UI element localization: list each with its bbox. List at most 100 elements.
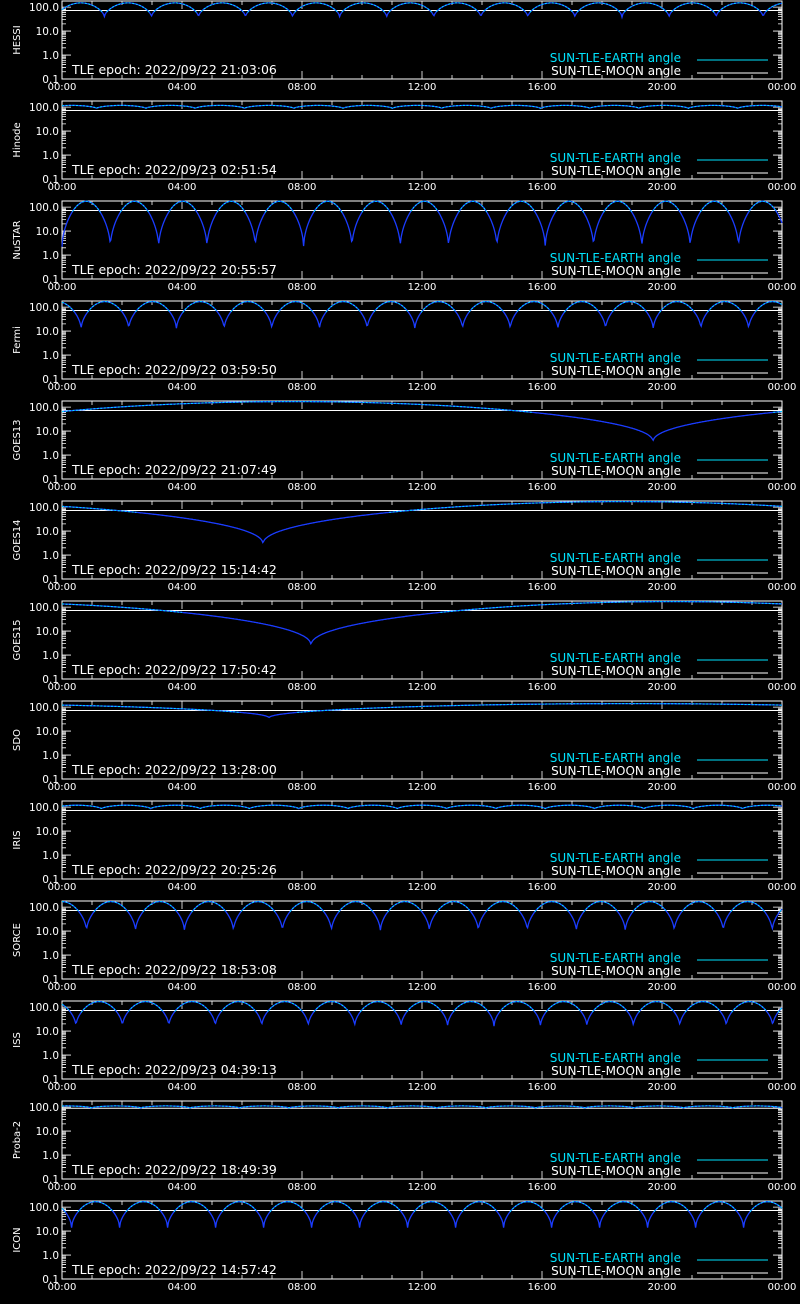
- epoch-label: TLE epoch: 2022/09/22 20:25:26: [71, 862, 277, 877]
- x-tick-label: 16:00: [528, 882, 557, 893]
- x-tick-label: 00:00: [48, 482, 77, 493]
- satellite-label: GOES14: [12, 519, 23, 560]
- legend-earth-label: SUN-TLE-EARTH angle: [550, 1151, 681, 1165]
- y-tick-label: 0.1: [42, 174, 59, 186]
- x-tick-label: 20:00: [648, 682, 677, 693]
- earth-angle-highlight: [71, 200, 777, 213]
- x-tick-label: 00:00: [48, 1282, 77, 1293]
- x-tick-label: 04:00: [168, 382, 197, 393]
- x-tick-label: 04:00: [168, 182, 197, 193]
- x-tick-label: 00:00: [768, 82, 797, 93]
- y-tick-label: 1.0: [42, 1250, 59, 1262]
- y-tick-label: 0.1: [42, 774, 59, 786]
- x-tick-label: 08:00: [288, 782, 317, 793]
- legend-moon-label: SUN-TLE-MOON angle: [551, 1064, 681, 1078]
- y-tick-label: 1.0: [42, 1150, 59, 1162]
- y-tick-label: 10.0: [36, 326, 59, 338]
- x-tick-label: 08:00: [288, 882, 317, 893]
- y-tick-label: 100.0: [29, 402, 59, 414]
- legend-moon-label: SUN-TLE-MOON angle: [551, 664, 681, 678]
- x-tick-label: 04:00: [168, 882, 197, 893]
- y-tick-label: 0.1: [42, 374, 59, 386]
- y-tick-label: 100.0: [29, 302, 59, 314]
- x-tick-label: 04:00: [168, 482, 197, 493]
- y-tick-label: 100.0: [29, 202, 59, 214]
- y-tick-label: 0.1: [42, 274, 59, 286]
- epoch-label: TLE epoch: 2022/09/22 18:53:08: [71, 962, 277, 977]
- x-tick-label: 00:00: [768, 582, 797, 593]
- x-tick-label: 20:00: [648, 882, 677, 893]
- x-tick-label: 20:00: [648, 982, 677, 993]
- legend-earth-label: SUN-TLE-EARTH angle: [550, 851, 681, 865]
- x-tick-label: 16:00: [528, 982, 557, 993]
- y-tick-label: 10.0: [36, 626, 59, 638]
- y-tick-marks: [62, 1106, 782, 1180]
- earth-angle-highlight: [62, 901, 783, 913]
- legend-moon-label: SUN-TLE-MOON angle: [551, 64, 681, 78]
- x-tick-label: 12:00: [408, 482, 437, 493]
- x-tick-label: 04:00: [168, 982, 197, 993]
- x-tick-label: 08:00: [288, 682, 317, 693]
- satellite-label: NuSTAR: [12, 220, 23, 259]
- y-tick-label: 1.0: [42, 350, 59, 362]
- x-tick-label: 00:00: [768, 782, 797, 793]
- epoch-label: TLE epoch: 2022/09/23 02:51:54: [71, 162, 277, 177]
- x-tick-label: 00:00: [768, 482, 797, 493]
- satellite-label: Proba-2: [12, 1121, 23, 1159]
- x-tick-label: 12:00: [408, 1182, 437, 1193]
- y-tick-label: 1.0: [42, 950, 59, 962]
- y-tick-label: 10.0: [36, 826, 59, 838]
- x-tick-label: 16:00: [528, 282, 557, 293]
- satellite-label: Fermi: [12, 326, 23, 354]
- earth-angle-highlight: [61, 804, 783, 810]
- x-tick-label: 12:00: [408, 982, 437, 993]
- x-tick-label: 20:00: [648, 182, 677, 193]
- x-tick-label: 08:00: [288, 1282, 317, 1293]
- y-tick-label: 10.0: [36, 1226, 59, 1238]
- y-tick-label: 10.0: [36, 126, 59, 138]
- y-tick-label: 10.0: [36, 726, 59, 738]
- earth-angle-highlight: [62, 104, 783, 110]
- legend-earth-label: SUN-TLE-EARTH angle: [550, 751, 681, 765]
- x-tick-label: 16:00: [528, 782, 557, 793]
- legend-moon-label: SUN-TLE-MOON angle: [551, 864, 681, 878]
- x-tick-label: 12:00: [408, 382, 437, 393]
- earth-angle-highlight: [61, 601, 782, 613]
- x-tick-label: 00:00: [768, 1282, 797, 1293]
- y-tick-label: 10.0: [36, 26, 59, 38]
- x-tick-label: 00:00: [768, 282, 797, 293]
- satellite-label: ICON: [12, 1227, 23, 1252]
- earth-angle-highlight: [62, 401, 783, 413]
- x-tick-marks: [61, 501, 783, 579]
- x-tick-label: 08:00: [288, 582, 317, 593]
- satellite-label: HESSI: [12, 25, 23, 54]
- x-tick-label: 00:00: [48, 282, 77, 293]
- x-tick-label: 20:00: [648, 1282, 677, 1293]
- earth-angle-highlight: [61, 1001, 783, 1013]
- y-tick-label: 0.1: [42, 674, 59, 686]
- y-tick-label: 1.0: [42, 150, 59, 162]
- y-tick-label: 1.0: [42, 50, 59, 62]
- legend-earth-label: SUN-TLE-EARTH angle: [550, 251, 681, 265]
- y-tick-label: 100.0: [29, 102, 59, 114]
- y-tick-label: 0.1: [42, 874, 59, 886]
- legend-earth-label: SUN-TLE-EARTH angle: [550, 1051, 681, 1065]
- legend-moon-label: SUN-TLE-MOON angle: [551, 464, 681, 478]
- x-tick-label: 08:00: [288, 1082, 317, 1093]
- legend-moon-label: SUN-TLE-MOON angle: [551, 364, 681, 378]
- y-tick-label: 1.0: [42, 450, 59, 462]
- epoch-label: TLE epoch: 2022/09/22 03:59:50: [71, 362, 277, 377]
- x-tick-label: 12:00: [408, 782, 437, 793]
- x-tick-label: 12:00: [408, 1282, 437, 1293]
- x-tick-label: 08:00: [288, 82, 317, 93]
- y-tick-label: 100.0: [29, 502, 59, 514]
- epoch-label: TLE epoch: 2022/09/22 18:49:39: [71, 1162, 277, 1177]
- x-tick-label: 04:00: [168, 82, 197, 93]
- legend-moon-label: SUN-TLE-MOON angle: [551, 1164, 681, 1178]
- legend-moon-label: SUN-TLE-MOON angle: [551, 164, 681, 178]
- x-tick-label: 08:00: [288, 282, 317, 293]
- x-tick-label: 08:00: [288, 1182, 317, 1193]
- x-tick-label: 00:00: [48, 882, 77, 893]
- y-tick-label: 0.1: [42, 74, 59, 86]
